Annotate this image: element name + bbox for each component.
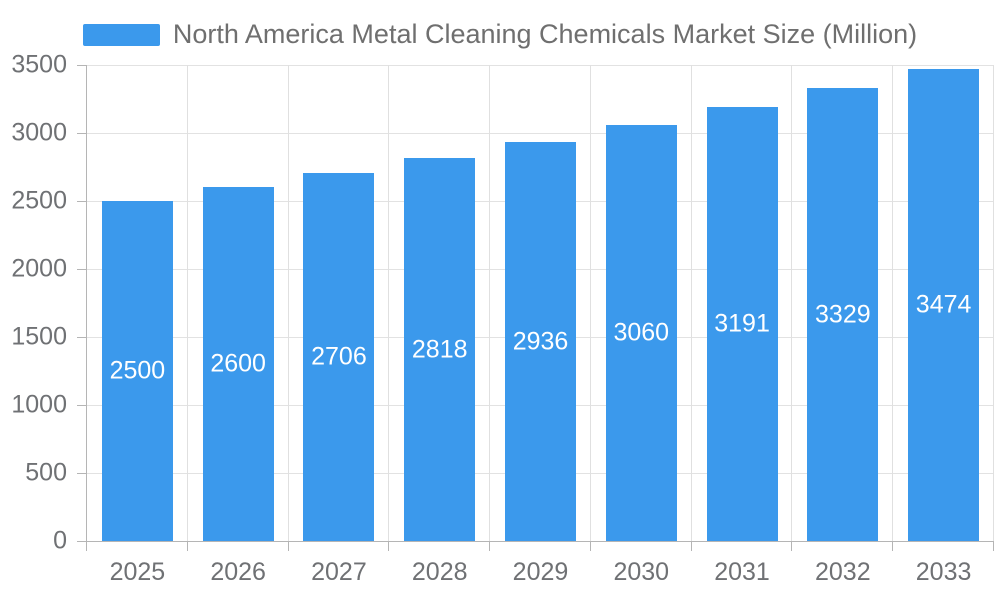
- v-gridline: [489, 65, 491, 541]
- bar-2029[interactable]: 2936: [505, 141, 576, 541]
- y-axis-tick: [77, 65, 86, 66]
- v-gridline: [589, 65, 591, 541]
- y-axis-tick: [77, 337, 86, 338]
- plot-area: 0 500 1000 1500 2000 2500 3000 3500 2500 2025 2600…: [11, 52, 994, 585]
- bar-2027[interactable]: 2706: [303, 172, 375, 541]
- y-axis-tick: [77, 473, 86, 474]
- bar-value-label: 3474: [915, 290, 972, 319]
- x-axis-tick: [287, 541, 289, 551]
- x-axis-tick: [791, 541, 793, 551]
- v-gridline: [690, 65, 692, 541]
- y-axis-label: 3000: [11, 118, 67, 147]
- v-gridline: [892, 65, 894, 541]
- bar-2028[interactable]: 2818: [404, 157, 476, 541]
- y-axis-label: 2000: [11, 254, 67, 283]
- bar-2026[interactable]: 2600: [202, 187, 274, 541]
- x-axis-label: 2031: [714, 558, 770, 586]
- x-axis-tick: [589, 541, 591, 551]
- x-axis-label: 2028: [411, 558, 468, 586]
- x-axis-tick: [892, 541, 894, 551]
- legend-label: North America Metal Cleaning Chemicals M…: [172, 19, 918, 49]
- y-axis-tick: [77, 541, 86, 542]
- x-axis-tick: [993, 541, 994, 551]
- bar-value-label: 2818: [411, 335, 468, 364]
- y-axis-label: 500: [25, 458, 67, 487]
- bar-value-label: 3060: [613, 318, 670, 347]
- v-gridline: [186, 65, 188, 541]
- y-axis-label: 3500: [11, 50, 67, 79]
- bar-value-label: 2600: [210, 349, 266, 378]
- y-axis-label: 2500: [11, 186, 67, 215]
- legend-swatch: [82, 23, 160, 46]
- x-axis-tick: [489, 541, 491, 551]
- bar-value-label: 3329: [815, 300, 871, 329]
- x-axis-label: 2026: [210, 558, 266, 586]
- y-axis-label: 0: [53, 526, 67, 555]
- x-axis-label: 2025: [109, 558, 166, 586]
- bar-2025[interactable]: 2500: [101, 201, 173, 541]
- bar-value-label: 3191: [714, 309, 770, 338]
- x-axis-label: 2032: [815, 558, 871, 586]
- v-gridline: [287, 65, 289, 541]
- x-axis-label: 2030: [613, 558, 670, 586]
- bar-2033[interactable]: 3474: [908, 68, 980, 541]
- bar-2031[interactable]: 3191: [706, 107, 778, 541]
- bar-2030[interactable]: 3060: [605, 124, 677, 541]
- x-axis-tick: [690, 541, 692, 551]
- x-axis-label: 2027: [311, 558, 367, 586]
- bar-2032[interactable]: 3329: [807, 88, 879, 541]
- bar-value-label: 2500: [109, 356, 166, 385]
- y-axis-tick: [77, 405, 86, 406]
- v-gridline: [388, 65, 390, 541]
- x-axis-label: 2033: [915, 558, 972, 586]
- y-axis-tick: [77, 269, 86, 270]
- x-axis-label: 2029: [512, 558, 569, 586]
- x-axis-tick: [86, 541, 87, 551]
- bar-value-label: 2936: [512, 326, 569, 355]
- x-axis-tick: [388, 541, 390, 551]
- h-gridline: [87, 133, 994, 134]
- y-axis-label: 1500: [11, 322, 67, 351]
- y-axis-tick: [77, 201, 86, 202]
- v-gridline: [791, 65, 793, 541]
- bar-value-label: 2706: [311, 342, 367, 371]
- y-axis-label: 1000: [11, 390, 67, 419]
- h-gridline: [87, 65, 994, 66]
- y-axis-tick: [77, 133, 86, 134]
- legend-item[interactable]: North America Metal Cleaning Chemicals M…: [0, 19, 1000, 50]
- v-gridline: [993, 65, 994, 541]
- x-axis-tick: [186, 541, 188, 551]
